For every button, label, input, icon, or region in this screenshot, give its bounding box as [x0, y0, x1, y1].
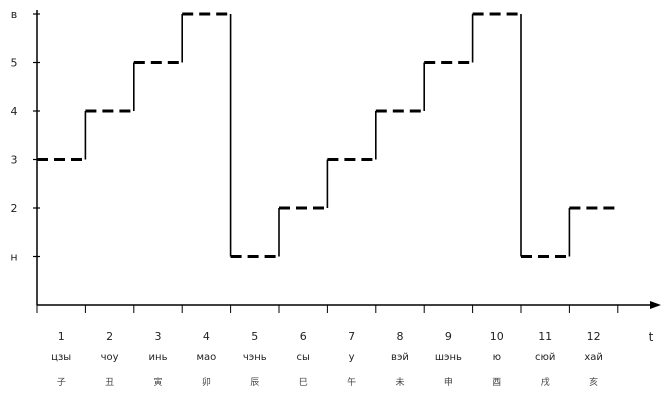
- y-tick-label: 5: [11, 57, 18, 70]
- x-tick-number: 6: [300, 330, 307, 343]
- x-tick-name: шэнь: [435, 352, 462, 363]
- y-tick-label: 3: [11, 154, 18, 167]
- y-ticks: н 2 3 4 5 в: [10, 8, 40, 264]
- x-tick-name: сы: [296, 352, 309, 363]
- x-tick-number: 4: [203, 330, 210, 343]
- x-tick-number: 12: [587, 330, 601, 343]
- x-tick-number: 10: [490, 330, 504, 343]
- x-ticks: 1 цзы 子 2 чоу 丑 3 инь 寅 4 мао 卯 5 чэнь 辰 6 сы 巳 7 у 午 8 вэй 未 9 ш…: [36, 305, 619, 388]
- series-line: [37, 12, 618, 258]
- x-tick-char: 巳: [299, 377, 308, 388]
- x-tick-number: 1: [58, 330, 65, 343]
- y-tick-label: н: [10, 251, 17, 264]
- x-tick-name: инь: [149, 352, 168, 363]
- y-tick-label: 2: [11, 202, 18, 215]
- x-axis-label: t: [649, 330, 654, 344]
- x-tick-name: цзы: [51, 352, 71, 363]
- x-tick-char: 申: [444, 376, 453, 388]
- x-tick-char: 午: [347, 376, 356, 388]
- x-tick-name: вэй: [391, 352, 409, 363]
- x-tick-name: сюй: [535, 352, 555, 363]
- x-tick-char: 子: [57, 377, 66, 388]
- x-tick-name: чоу: [101, 352, 119, 363]
- x-axis-arrow-icon: [650, 301, 661, 309]
- x-tick-char: 亥: [589, 376, 598, 388]
- x-tick-name: у: [349, 352, 355, 363]
- x-tick-number: 3: [155, 330, 162, 343]
- x-tick-name: ю: [493, 352, 501, 363]
- x-tick-name: хай: [584, 352, 603, 363]
- axes: [36, 10, 661, 309]
- x-tick-number: 2: [106, 330, 113, 343]
- x-tick-char: 戌: [541, 376, 550, 388]
- y-tick-label: в: [11, 8, 17, 21]
- x-tick-number: 5: [251, 330, 258, 343]
- x-tick-name: мао: [197, 352, 217, 363]
- x-tick-char: 辰: [250, 377, 259, 388]
- x-tick-name: чэнь: [243, 352, 267, 363]
- x-tick-char: 丑: [105, 377, 114, 388]
- x-tick-char: 未: [395, 376, 404, 388]
- x-tick-char: 卯: [202, 377, 211, 388]
- x-tick-number: 7: [348, 330, 355, 343]
- x-tick-char: 酉: [492, 377, 501, 388]
- x-tick-number: 11: [538, 330, 552, 343]
- x-tick-number: 9: [445, 330, 452, 343]
- x-tick-char: 寅: [153, 376, 162, 388]
- x-tick-number: 8: [397, 330, 404, 343]
- y-tick-label: 4: [11, 105, 18, 118]
